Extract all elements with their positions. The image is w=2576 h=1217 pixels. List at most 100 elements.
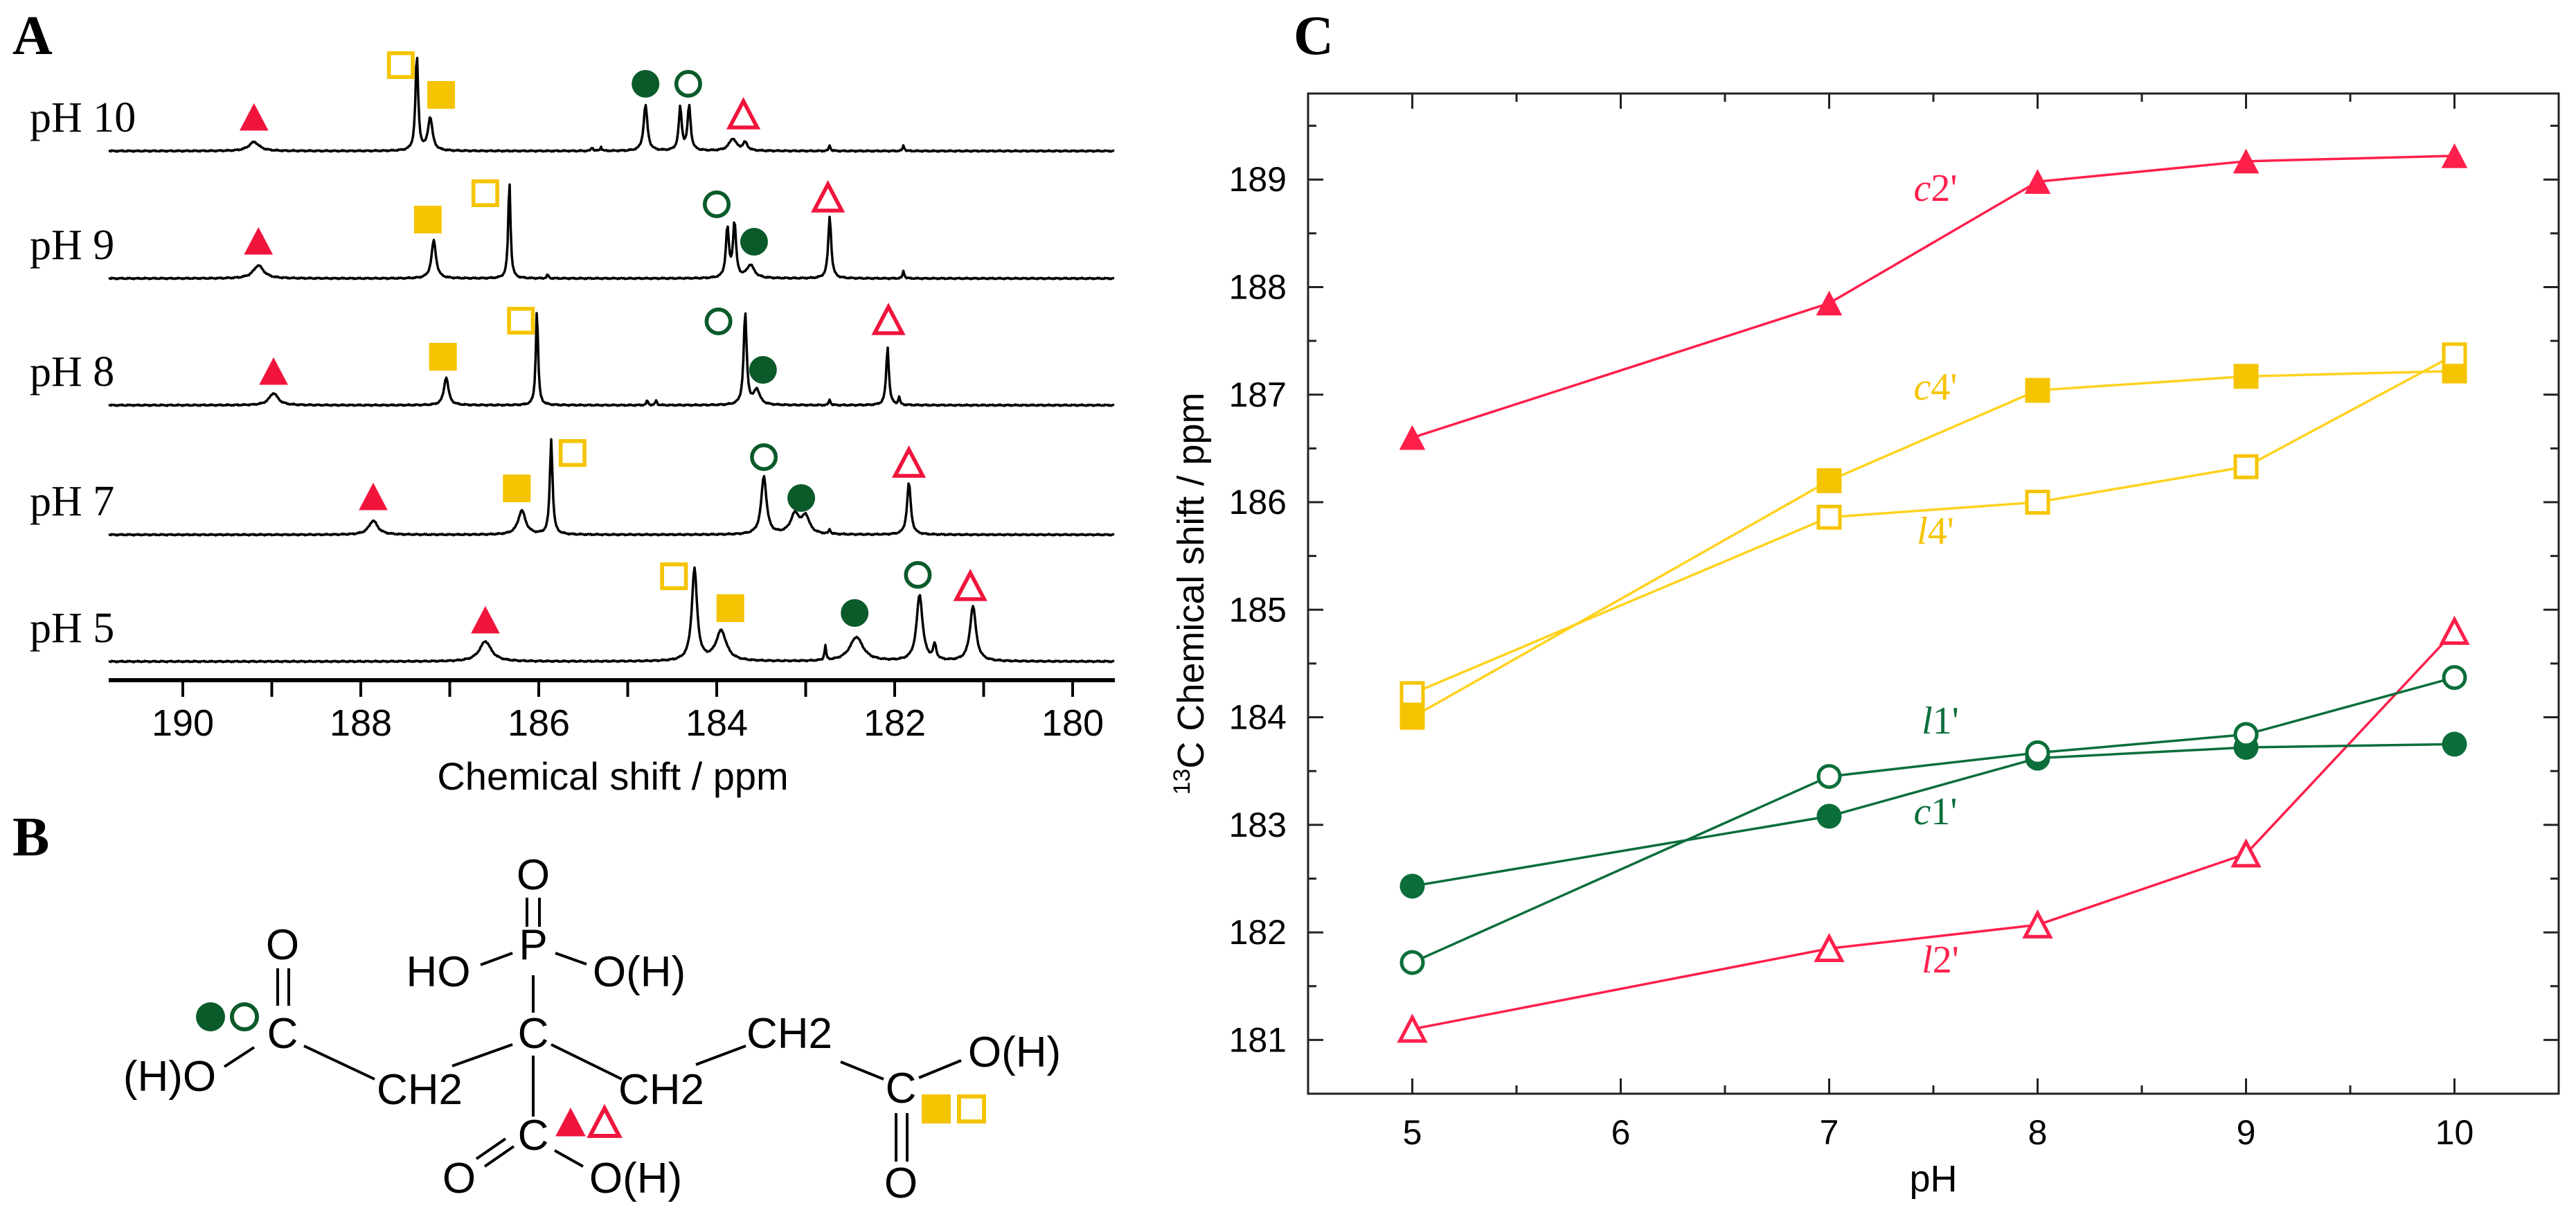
peak-sq-filled-icon <box>503 474 531 502</box>
ch2-group-label: CH2 <box>746 1010 832 1058</box>
series-label: c1' <box>1914 790 1958 833</box>
series-label-prefix: l <box>1917 510 1928 553</box>
spectrum-ph-10: pH 10 <box>30 51 1115 153</box>
peak-sq-open-icon <box>386 51 415 80</box>
series-label-prefix: c <box>1914 167 1931 210</box>
data-point-tri-open-icon <box>2230 838 2262 868</box>
data-point-tri-open-icon <box>2439 615 2470 645</box>
bond-line <box>451 1043 513 1067</box>
peak-sq-filled-icon <box>429 343 457 371</box>
peak-tri-filled-icon <box>244 226 274 255</box>
spectrum-ph-label: pH 9 <box>30 222 114 269</box>
bond-line <box>303 1045 375 1081</box>
series-label-prefix: c <box>1914 790 1931 833</box>
ch2-group-label: CH2 <box>618 1066 704 1114</box>
bond-line <box>480 952 513 966</box>
bond-line <box>555 952 587 966</box>
ch2-group-label: CH2 <box>377 1066 463 1114</box>
data-point-circ-open-icon <box>1816 763 1842 789</box>
data-point-circ-filled-icon <box>2442 731 2467 757</box>
bond-line <box>840 1060 884 1081</box>
data-point-tri-open-icon <box>2022 909 2053 939</box>
peak-sq-filled-icon <box>413 206 442 233</box>
series-label-suffix: 1' <box>1931 790 1957 833</box>
spectrum-ph-label: pH 5 <box>30 605 114 652</box>
data-point-sq-open-icon <box>2025 490 2050 515</box>
data-point-circ-open-icon <box>2442 665 2467 691</box>
y-axis-title-text: C Chemical shift / ppm <box>1170 393 1212 769</box>
series-label-suffix: 4' <box>1928 510 1954 553</box>
series-l2-prime: l2' <box>1397 615 2470 1043</box>
series-label: c4' <box>1914 366 1958 409</box>
atom-label: C <box>886 1065 917 1112</box>
peak-tri-open-icon <box>726 96 761 130</box>
y-tick-label: 181 <box>1229 1020 1287 1059</box>
y-axis-title-superscript: 13 <box>1169 769 1195 795</box>
bond-line <box>475 1137 507 1160</box>
x-tick-label: 180 <box>1041 702 1104 744</box>
series-c1-prime: c1' <box>1399 731 2467 899</box>
peak-tri-filled-icon <box>471 605 500 634</box>
peak-circ-filled-icon <box>749 356 777 384</box>
atom-label: O <box>266 921 299 969</box>
atom-label: O <box>517 851 550 899</box>
peak-circ-open-icon <box>674 70 702 98</box>
peak-circ-filled-icon <box>841 599 869 627</box>
data-point-tri-open-icon <box>1814 932 1845 963</box>
spectrum-trace <box>108 566 1115 664</box>
bond-line <box>695 1045 746 1066</box>
data-point-sq-open-icon <box>2442 342 2467 368</box>
structure-sq-filled-icon <box>922 1094 951 1123</box>
atom-label: C <box>267 1010 298 1058</box>
peak-sq-open-icon <box>660 562 688 590</box>
series-label-prefix: c <box>1914 366 1931 409</box>
structure-sq-open-icon <box>956 1094 986 1123</box>
y-axis-title: 13C Chemical shift / ppm <box>1169 393 1212 795</box>
peak-circ-filled-icon <box>632 70 660 98</box>
series-label-suffix: 2' <box>1933 939 1959 981</box>
series-c2-prime: c2' <box>1399 143 2468 450</box>
series-label: l2' <box>1922 939 1959 981</box>
x-tick-label: 9 <box>2237 1113 2256 1152</box>
peak-circ-open-icon <box>702 190 731 218</box>
spectrum-ph-7: pH 7 <box>30 438 1115 537</box>
peak-circ-open-icon <box>704 307 733 335</box>
spectrum-ph-label: pH 8 <box>30 348 114 396</box>
atom-label: C <box>518 1112 549 1160</box>
x-tick-label: 188 <box>330 702 392 744</box>
data-point-sq-filled-icon <box>1816 468 1842 493</box>
spectrum-ph-9: pH 9 <box>30 179 1115 281</box>
structure-tri-filled-icon <box>555 1107 586 1137</box>
x-tick-label: 190 <box>152 702 214 744</box>
data-point-circ-open-icon <box>2025 740 2050 765</box>
panel-label-c: C <box>1294 6 1334 66</box>
panel-label-a: A <box>12 6 53 66</box>
spectrum-trace <box>108 438 1115 537</box>
spectrum-ph-label: pH 10 <box>30 94 136 141</box>
bond-line <box>223 1046 256 1068</box>
y-tick-label: 189 <box>1229 160 1287 199</box>
peak-circ-filled-icon <box>787 484 816 512</box>
x-axis-title: pH <box>1909 1158 1957 1200</box>
structure-circ-filled-icon <box>196 1002 225 1031</box>
data-point-tri-filled-icon <box>2233 148 2260 174</box>
peak-tri-open-icon <box>810 179 846 213</box>
bond-line <box>918 1059 962 1079</box>
panel-label-b: B <box>12 807 49 868</box>
spectrum-ph-5: pH 5 <box>30 560 1115 664</box>
x-tick-label: 10 <box>2435 1113 2474 1152</box>
atom-label: C <box>518 1010 549 1058</box>
data-point-sq-filled-icon <box>1399 704 1425 730</box>
data-point-tri-filled-icon <box>1399 425 1426 450</box>
y-tick-label: 184 <box>1229 698 1287 737</box>
data-point-sq-filled-icon <box>2025 377 2050 403</box>
y-tick-label: 188 <box>1229 267 1287 306</box>
peak-tri-open-icon <box>953 568 987 601</box>
x-tick-label: 184 <box>686 702 748 744</box>
atom-label: P <box>519 921 547 969</box>
series-label-prefix: l <box>1922 939 1933 981</box>
x-tick-label: 5 <box>1403 1113 1422 1152</box>
bond-line <box>554 1149 584 1168</box>
data-point-tri-filled-icon <box>2441 143 2468 168</box>
